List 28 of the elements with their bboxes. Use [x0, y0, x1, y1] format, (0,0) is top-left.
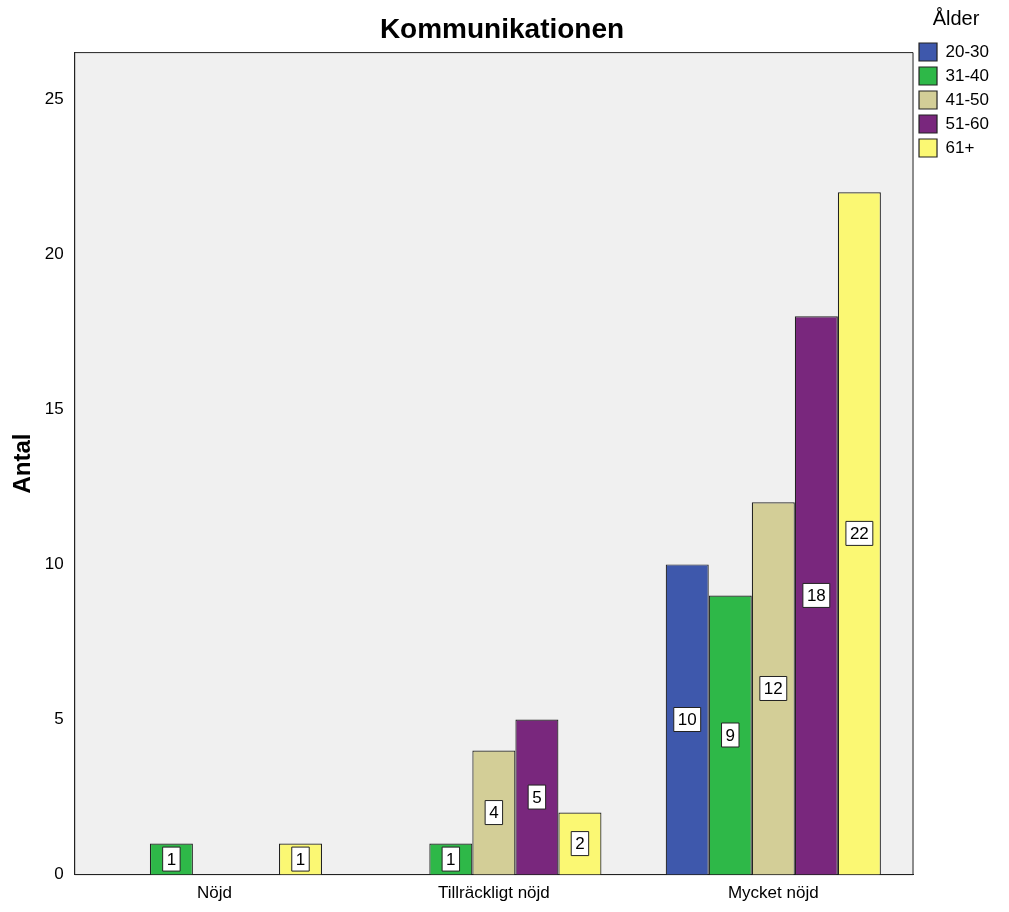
y-axis-title: Antal	[8, 433, 36, 494]
data-label: 10	[677, 710, 697, 730]
legend-label: 20-30	[945, 41, 989, 61]
data-label: 4	[489, 803, 499, 823]
x-tick-label: Mycket nöjd	[727, 883, 819, 903]
data-label: 1	[295, 849, 306, 869]
data-label: 18	[806, 586, 826, 606]
legend-label: 41-50	[945, 89, 989, 109]
legend-label: 61+	[945, 137, 975, 157]
legend-title: Ålder	[932, 6, 980, 29]
data-label: 12	[763, 679, 783, 699]
y-tick-label: 5	[54, 709, 64, 729]
data-label: 9	[725, 725, 735, 745]
legend-label: 31-40	[945, 65, 989, 85]
data-label: 22	[849, 524, 869, 544]
y-tick-label: 20	[44, 243, 64, 263]
data-label: 1	[166, 849, 177, 869]
y-tick-label: 0	[54, 864, 64, 884]
y-tick-label: 15	[44, 399, 64, 418]
y-tick-label: 10	[44, 554, 64, 574]
data-label: 5	[532, 787, 542, 807]
legend-label: 51-60	[945, 113, 989, 133]
x-tick-label: Tillräckligt nöjd	[437, 883, 550, 903]
chart-title: Kommunikationen	[379, 12, 625, 44]
x-tick-label: Nöjd	[196, 883, 232, 903]
y-tick-label: 25	[44, 88, 64, 108]
data-label: 1	[446, 849, 456, 869]
data-label: 2	[575, 834, 585, 854]
